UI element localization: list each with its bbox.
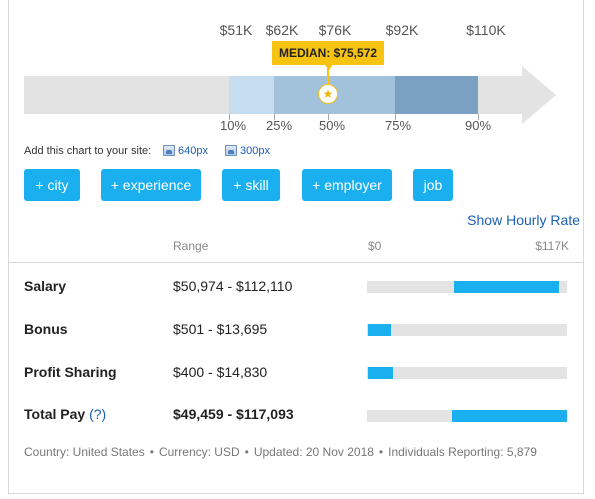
scale-min-label: $0 [368,239,382,253]
image-icon [163,145,175,156]
embed-300-label: 300px [240,145,270,157]
tick-p25 [274,114,275,120]
row-range-total-pay: $49,459 - $117,093 [173,406,294,422]
salary-bar-fill [454,281,559,293]
tick-p90 [478,114,479,120]
total-pay-label: Total Pay [24,406,86,422]
percentile-label-75: 75% [384,118,412,133]
footer-currency: Currency: USD [158,445,240,459]
job-button[interactable]: job [413,169,453,201]
row-range-profit-sharing: $400 - $14,830 [173,364,268,380]
tick-p75 [395,114,396,120]
footer-separator: • [378,445,384,459]
tick-p50 [328,114,329,120]
row-label-bonus: Bonus [24,321,68,337]
percentile-label-50: 50% [318,118,346,133]
percentile-label-10: 10% [219,118,247,133]
band-p10-p25 [229,76,274,114]
embed-640-label: 640px [178,145,208,157]
row-label-salary: Salary [24,278,67,294]
profit-sharing-bar-fill [368,367,393,379]
percentile-label-25: 25% [265,118,293,133]
bonus-bar-fill [368,324,391,336]
profit-sharing-range-bar [367,367,567,379]
median-badge: MEDIAN: $75,572 [272,41,385,65]
value-p90: $110K [466,22,506,38]
row-range-bonus: $501 - $13,695 [173,321,268,337]
embed-300-link[interactable]: 300px [225,145,270,157]
embed-640-link[interactable]: 640px [163,145,208,157]
image-icon [225,145,237,156]
value-p10: $51K [219,22,253,38]
row-label-total-pay: Total Pay (?) [24,406,106,422]
table-divider [8,262,584,263]
footer-country: Country: United States [24,445,145,459]
add-employer-button[interactable]: + employer [302,169,392,201]
value-p25: $62K [265,22,299,38]
add-skill-button[interactable]: + skill [222,169,280,201]
salary-range-bar [367,281,567,293]
row-label-profit-sharing: Profit Sharing [24,364,117,380]
total-pay-range-bar [367,410,567,422]
percentile-label-90: 90% [464,118,492,133]
percentile-arrow-head [522,66,556,124]
total-pay-help-link[interactable]: (?) [89,406,107,422]
value-p50: $76K [318,22,352,38]
total-pay-bar-fill [452,410,567,422]
scale-max-label: $117K [535,239,569,253]
value-p75: $92K [385,22,419,38]
footer-separator: • [149,445,154,459]
median-pointer [325,65,333,70]
footer-reporting: Individuals Reporting: 5,879 [388,445,537,459]
add-city-button[interactable]: + city [24,169,80,201]
tick-p10 [229,114,230,120]
median-marker-line [327,68,329,86]
show-hourly-rate-link[interactable]: Show Hourly Rate [467,212,580,228]
range-header: Range [173,239,209,253]
add-experience-button[interactable]: + experience [101,169,201,201]
star-icon: ★ [318,84,338,104]
bonus-range-bar [367,324,567,336]
band-p75-p90 [395,76,478,114]
row-range-salary: $50,974 - $112,110 [173,278,293,294]
add-chart-label: Add this chart to your site: [24,145,152,157]
footer-updated: Updated: 20 Nov 2018 [253,445,374,459]
footer-separator: • [244,445,249,459]
footer-meta: Country: United States • Currency: USD • Upd… [24,445,537,459]
